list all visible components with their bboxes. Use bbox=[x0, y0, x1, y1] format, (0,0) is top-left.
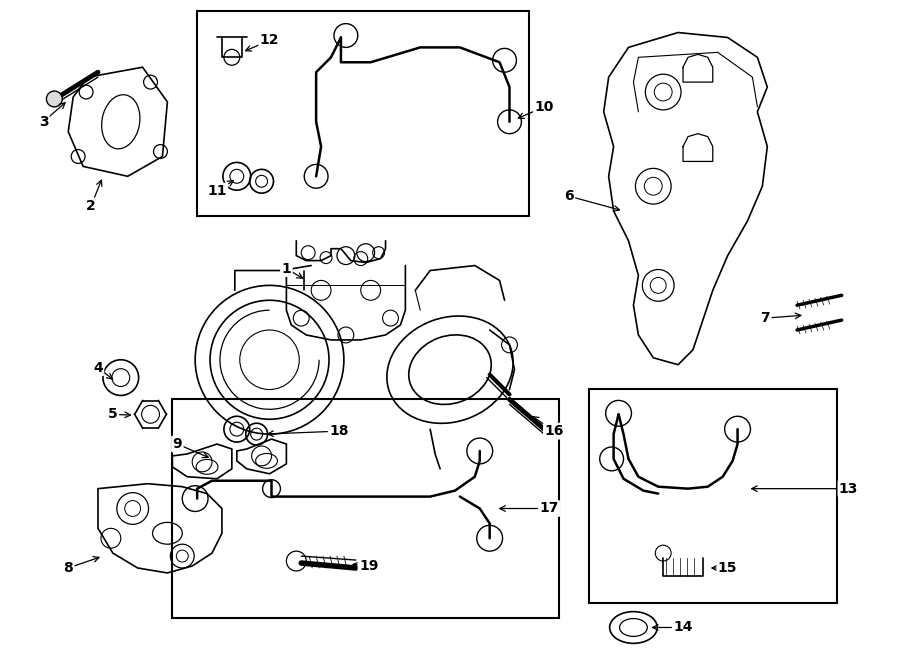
Bar bbox=[173, 399, 559, 617]
Text: 13: 13 bbox=[839, 482, 859, 496]
Text: 9: 9 bbox=[173, 437, 182, 451]
Text: 11: 11 bbox=[207, 184, 227, 198]
Text: 12: 12 bbox=[260, 34, 279, 48]
Bar bbox=[197, 11, 529, 216]
Text: 16: 16 bbox=[544, 424, 563, 438]
Text: 8: 8 bbox=[63, 561, 73, 575]
Text: 10: 10 bbox=[535, 100, 554, 114]
Text: 19: 19 bbox=[359, 559, 378, 573]
Text: 18: 18 bbox=[329, 424, 348, 438]
Text: 5: 5 bbox=[108, 407, 118, 421]
Circle shape bbox=[47, 91, 62, 107]
Text: 3: 3 bbox=[39, 115, 49, 129]
Text: 2: 2 bbox=[86, 199, 96, 213]
Text: 7: 7 bbox=[760, 311, 770, 325]
Text: 6: 6 bbox=[564, 189, 574, 203]
Text: 15: 15 bbox=[718, 561, 737, 575]
Text: 14: 14 bbox=[673, 621, 693, 635]
Text: 4: 4 bbox=[93, 361, 103, 375]
Text: 17: 17 bbox=[539, 502, 559, 516]
Bar bbox=[589, 389, 837, 603]
Text: 1: 1 bbox=[282, 262, 292, 276]
